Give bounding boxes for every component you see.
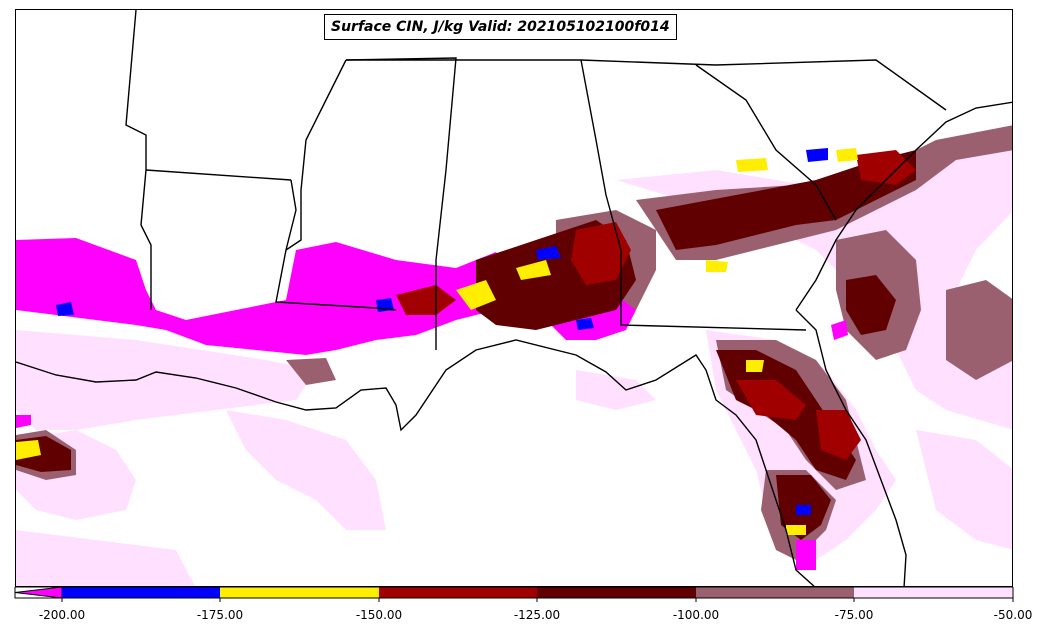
colorbar-bin <box>220 587 379 598</box>
colorbar-bin <box>537 587 696 598</box>
colorbar-tick-label: -50.00 <box>993 608 1033 622</box>
colorbar-extension <box>14 587 63 599</box>
colorbar-bin <box>62 587 220 598</box>
colorbar-tick-label: -125.00 <box>513 608 561 622</box>
colorbar-tick-label: -175.00 <box>196 608 244 622</box>
map-title: Surface CIN, J/kg Valid: 202105102100f01… <box>324 14 677 40</box>
state-line-ok-ar <box>145 169 292 181</box>
colorbar <box>14 587 1014 602</box>
state-line-ms-al <box>345 57 457 350</box>
cin-shading-blue <box>56 148 828 515</box>
colorbar-tick-label: -75.00 <box>834 608 874 622</box>
colorbar-bin <box>379 587 537 598</box>
colorbar-tick-label: -100.00 <box>672 608 720 622</box>
colorbar-bin <box>696 587 854 598</box>
colorbar-bin <box>854 587 1013 598</box>
state-line-nc-sc <box>715 59 947 111</box>
gulf-coastline <box>16 339 815 586</box>
colorbar-tick-label: -150.00 <box>355 608 403 622</box>
boundaries <box>16 10 1012 586</box>
state-line-al-ga <box>580 59 807 331</box>
colorbar-tick-label: -200.00 <box>38 608 86 622</box>
map-panel <box>15 9 1013 587</box>
state-line-ga-sc <box>695 64 837 221</box>
florida-east-coast <box>795 309 907 586</box>
cin-shading-red <box>396 150 916 460</box>
mississippi-river <box>285 59 347 251</box>
state-line-ar-ms <box>275 179 397 311</box>
atlantic-coast <box>795 101 1012 311</box>
state-line-tn <box>346 59 717 66</box>
cin-map <box>16 10 1012 586</box>
cin-shading-yellow <box>16 148 858 535</box>
